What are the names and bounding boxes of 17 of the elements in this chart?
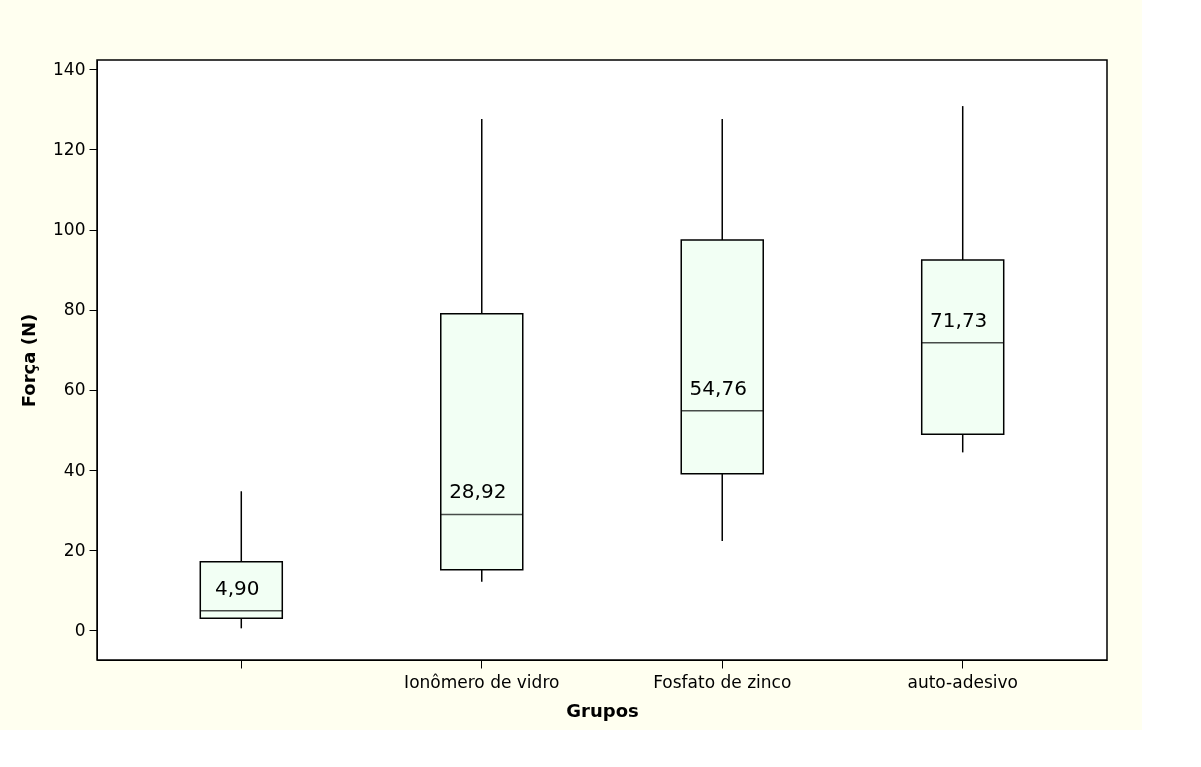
- text: 54,76: [689, 375, 747, 400]
- y-tick-label: 100: [53, 219, 86, 240]
- text: 71,73: [930, 307, 988, 332]
- y-tick-label: 120: [53, 138, 86, 159]
- x-tick-label: Fosfato de zinco: [653, 671, 792, 692]
- y-tick-label: 0: [74, 619, 86, 640]
- y-tick-label: 80: [63, 299, 86, 320]
- y-tick-label: 60: [63, 379, 86, 400]
- x-axis-title: Grupos: [566, 699, 639, 721]
- y-tick-label: 20: [63, 539, 86, 560]
- x-tick-label: Ionômero de vidro: [404, 671, 560, 692]
- y-axis-title: Força (N): [18, 313, 40, 408]
- y-tick-label: 40: [63, 459, 86, 480]
- y-tick-label: 140: [53, 58, 86, 79]
- text: 4,90: [215, 575, 260, 600]
- x-tick-label: auto-adesivo: [907, 671, 1018, 692]
- text: 28,92: [449, 479, 507, 504]
